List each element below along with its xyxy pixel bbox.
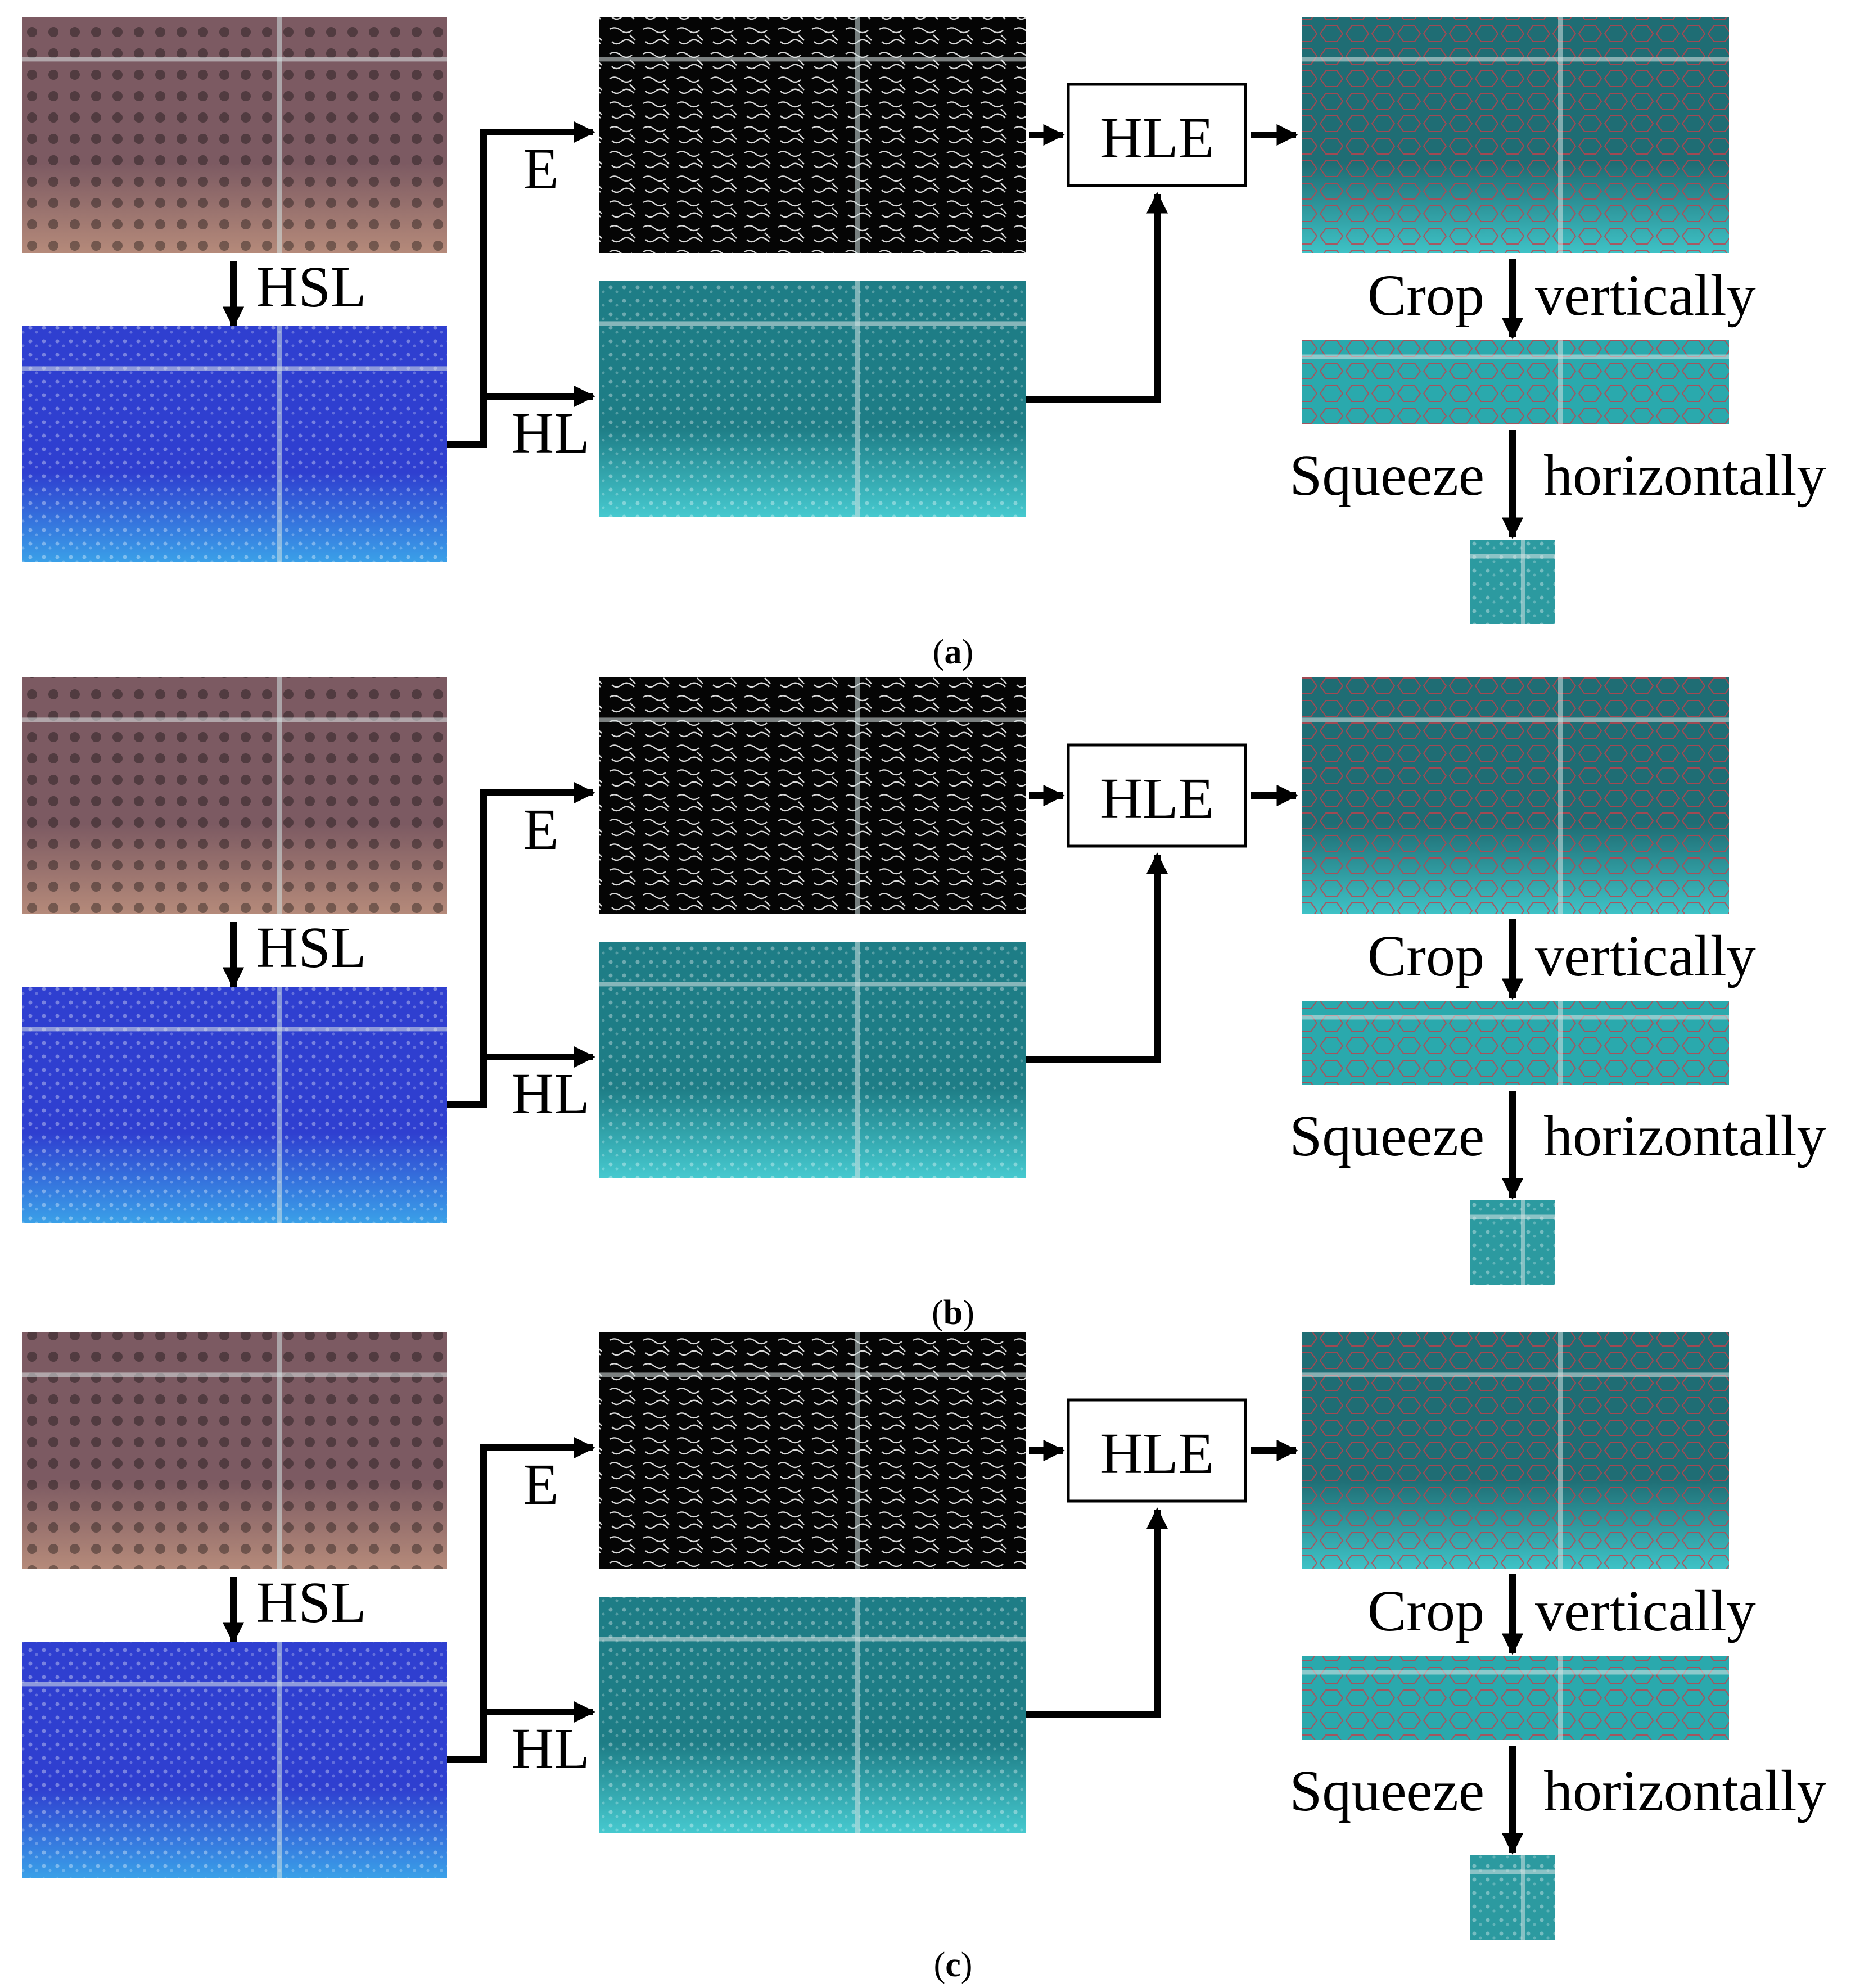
panel-a: HSL E HL HLE Crop vertically Squeeze horizontal… (22, 17, 1826, 671)
split-connector (447, 121, 595, 448)
hle-result-image (1302, 17, 1729, 253)
squeeze-label: Squeeze (1290, 1759, 1484, 1823)
hsl-image (22, 326, 447, 562)
panel-caption-letter: a (945, 633, 962, 671)
panel-caption-letter: c (945, 1946, 961, 1984)
squeezed-image (1470, 1200, 1555, 1285)
e-label: E (523, 1452, 559, 1517)
squeezed-image (1470, 1855, 1555, 1940)
crop-label: Crop (1367, 924, 1484, 988)
vertically-label: vertically (1535, 924, 1756, 988)
hsl-image (22, 1642, 447, 1878)
hle-label: HLE (1100, 766, 1214, 831)
hle-label: HLE (1100, 106, 1214, 170)
hle-box (1067, 1398, 1247, 1503)
squeezed-image (1470, 540, 1555, 624)
hle-box (1067, 83, 1247, 187)
horizontally-label: horizontally (1543, 1759, 1826, 1823)
edge-image (599, 677, 1026, 914)
edge-image (599, 1332, 1026, 1569)
split-connector (447, 781, 595, 1108)
edge-image (599, 17, 1026, 253)
panel-caption: (b) (932, 1294, 974, 1332)
hl-image (599, 281, 1026, 517)
e-label: E (523, 137, 559, 201)
hl-label: HL (512, 1061, 590, 1126)
vertically-label: vertically (1535, 1579, 1756, 1643)
panel-caption: (c) (934, 1946, 973, 1984)
hl-label: HL (512, 401, 590, 466)
hle-box (1067, 743, 1247, 848)
hl-to-hle-connector (1026, 1507, 1168, 1718)
original-image (22, 677, 447, 914)
split-connector (447, 1436, 595, 1763)
horizontally-label: horizontally (1543, 443, 1826, 508)
cropped-image (1302, 340, 1729, 424)
panel-c: HSL E HL HLE Crop vertically Squeeze horizontal… (22, 1332, 1826, 1984)
original-image (22, 1332, 447, 1569)
vertically-label: vertically (1535, 263, 1756, 328)
hsl-label: HSL (256, 1570, 366, 1635)
original-image (22, 17, 447, 253)
hsl-image (22, 987, 447, 1223)
hl-image (599, 1597, 1026, 1833)
panel-caption: (a) (933, 633, 973, 671)
cropped-image (1302, 1001, 1729, 1085)
panel-caption-letter: b (943, 1294, 963, 1332)
cropped-image (1302, 1656, 1729, 1740)
hsl-label: HSL (256, 255, 366, 319)
hl-to-hle-connector (1026, 852, 1168, 1063)
hsl-label: HSL (256, 915, 366, 980)
horizontally-label: horizontally (1543, 1104, 1826, 1168)
e-label: E (523, 797, 559, 862)
squeeze-label: Squeeze (1290, 1104, 1484, 1168)
hle-result-image (1302, 677, 1729, 914)
crop-label: Crop (1367, 1579, 1484, 1643)
hle-label: HLE (1100, 1421, 1214, 1486)
squeeze-label: Squeeze (1290, 443, 1484, 508)
hl-label: HL (512, 1716, 590, 1781)
panel-b: HSL E HL HLE Crop vertically Squeeze horizontal… (22, 677, 1826, 1332)
hl-image (599, 942, 1026, 1178)
hl-to-hle-connector (1026, 192, 1168, 403)
crop-label: Crop (1367, 263, 1484, 328)
hle-result-image (1302, 1332, 1729, 1569)
